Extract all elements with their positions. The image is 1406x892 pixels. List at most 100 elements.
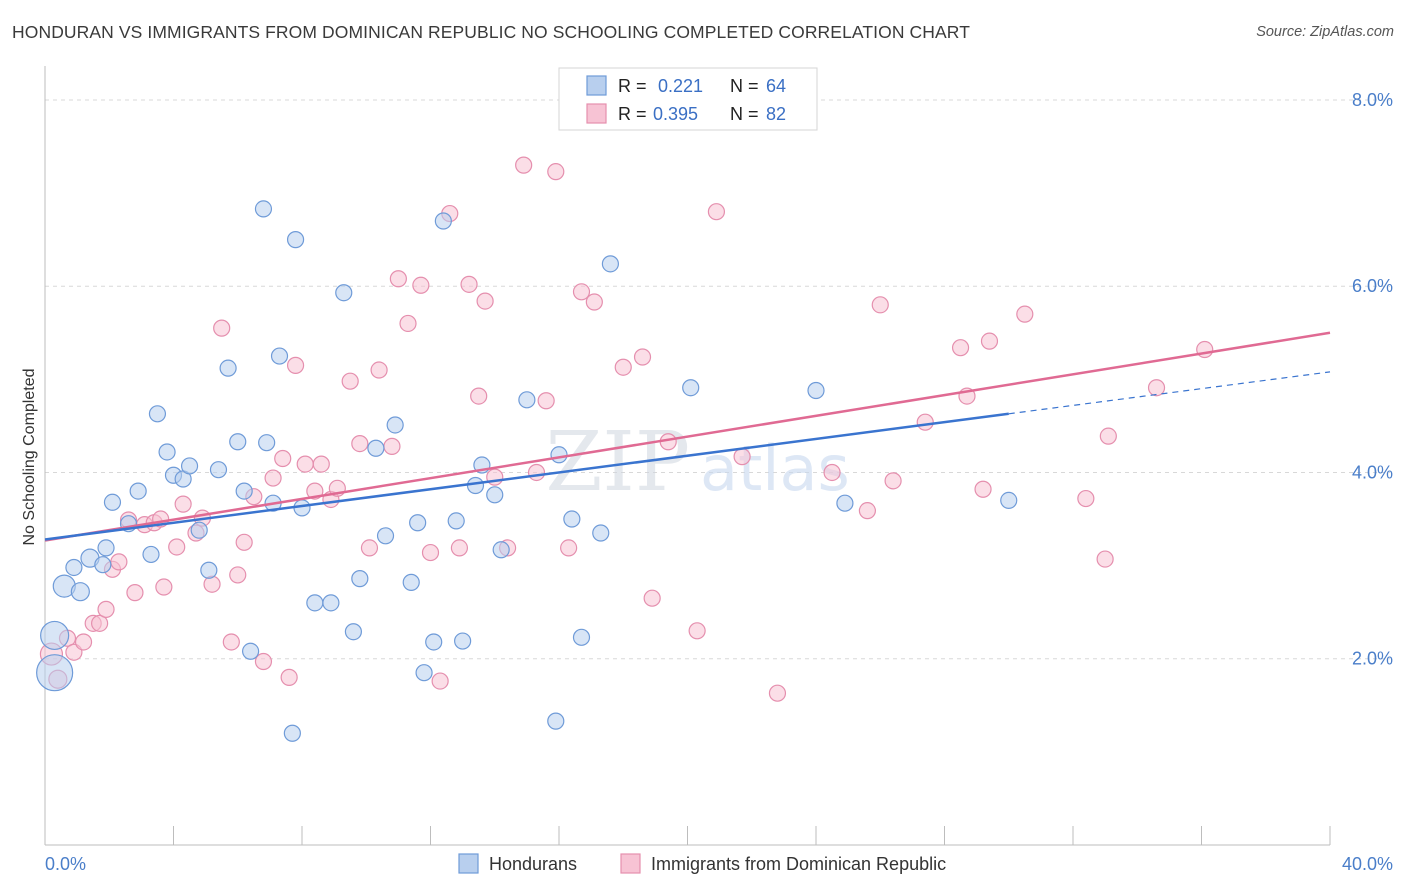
honduran-point-12: [148, 405, 167, 423]
honduran-point-22: [235, 482, 253, 500]
legend-n-value-2: 82: [766, 104, 786, 124]
honduran-point-49: [492, 541, 510, 559]
honduran-point-42: [425, 633, 443, 651]
dominican-point-11: [126, 584, 144, 602]
legend-r-label-1: R =: [618, 76, 647, 96]
honduran-point-34: [344, 623, 362, 641]
honduran-point-51: [547, 712, 565, 730]
honduran-point-35: [351, 570, 369, 588]
honduran-trend-line: [44, 412, 1009, 541]
honduran-point-46: [466, 476, 485, 495]
honduran-point-27: [270, 347, 289, 365]
series-hondurans-points: [36, 91, 1018, 742]
legend-n-value-1: 64: [766, 76, 786, 96]
y-axis-title: No Schooling Completed: [21, 369, 38, 546]
honduran-point-21: [229, 433, 247, 451]
dominican-point-79: [1096, 550, 1114, 568]
y-tick-label-2: 6.0%: [1352, 276, 1393, 296]
honduran-point-1: [36, 654, 74, 692]
honduran-point-36: [367, 439, 385, 457]
dominican-point-71: [884, 472, 902, 490]
honduran-point-37: [376, 527, 395, 545]
honduran-point-41: [415, 664, 433, 682]
honduran-point-43: [434, 212, 452, 230]
dominican-point-48: [460, 275, 478, 293]
legend-r-value-2: 0.395: [653, 104, 698, 124]
dominican-point-62: [643, 589, 661, 607]
honduran-point-7: [97, 539, 115, 557]
legend-swatch-hondurans: [586, 75, 607, 96]
dominican-point-55: [537, 392, 555, 410]
honduran-point-6: [94, 556, 112, 574]
x-tick-label-1: 40.0%: [1342, 854, 1393, 874]
dominican-point-78: [1077, 489, 1095, 508]
dominican-point-67: [768, 684, 787, 702]
dominican-point-7: [97, 600, 115, 618]
honduran-point-29: [286, 231, 305, 249]
honduran-point-3: [65, 558, 83, 577]
honduran-point-19: [209, 461, 228, 479]
watermark: ZIP atlas: [545, 415, 849, 510]
dominican-point-68: [823, 463, 841, 482]
honduran-point-25: [258, 434, 276, 452]
honduran-point-54: [572, 628, 591, 646]
bottom-legend-label-dominican: Immigrants from Dominican Republic: [651, 854, 946, 874]
dominican-point-64: [688, 622, 706, 640]
legend-n-label-1: N =: [730, 76, 759, 96]
svg-text:ZIP: ZIP: [545, 415, 690, 510]
dominican-point-81: [1147, 379, 1166, 397]
dominican-point-58: [572, 283, 591, 301]
honduran-point-52: [550, 446, 568, 464]
dominican-point-54: [527, 463, 546, 482]
bottom-legend-label-hondurans: Hondurans: [489, 854, 577, 874]
dominican-point-30: [286, 356, 305, 374]
dominican-point-15: [155, 578, 173, 596]
dominican-point-33: [312, 455, 330, 473]
x-tick-labels: 0.0% 40.0%: [45, 854, 1393, 874]
legend-r-label-2: R =: [618, 104, 647, 124]
honduran-point-11: [142, 545, 160, 564]
honduran-point-45: [454, 632, 472, 650]
dominican-point-22: [222, 633, 240, 651]
dominican-point-42: [399, 314, 417, 333]
dominican-point-36: [341, 372, 359, 390]
honduran-point-33: [335, 284, 353, 302]
dominican-point-66: [733, 448, 751, 466]
dominican-point-76: [980, 332, 999, 350]
honduran-point-60: [836, 494, 854, 512]
chart-title: HONDURAN VS IMMIGRANTS FROM DOMINICAN RE…: [12, 22, 970, 42]
honduran-point-53: [563, 510, 581, 528]
honduran-point-13: [158, 443, 176, 461]
dominican-trend-line: [44, 331, 1331, 542]
honduran-point-0: [40, 620, 70, 651]
honduran-point-16: [180, 457, 199, 475]
dominican-point-37: [351, 434, 369, 453]
honduran-trend-extension: [1008, 371, 1331, 415]
dominican-point-47: [450, 539, 469, 557]
dominican-point-43: [412, 276, 430, 294]
dominican-point-4: [74, 633, 93, 651]
honduran-point-59: [807, 381, 825, 400]
dominican-point-39: [370, 361, 388, 379]
honduran-point-50: [518, 391, 536, 409]
dominican-point-59: [585, 293, 603, 311]
honduran-point-18: [200, 561, 218, 579]
honduran-point-39: [402, 573, 420, 591]
honduran-point-24: [254, 200, 273, 218]
dominican-point-23: [229, 566, 247, 584]
y-tick-label-0: 2.0%: [1352, 649, 1393, 669]
honduran-point-8: [103, 493, 122, 511]
honduran-point-10: [129, 482, 147, 500]
dominican-point-9: [110, 553, 128, 571]
legend-n-label-2: N =: [730, 104, 759, 124]
honduran-point-28: [283, 724, 301, 742]
honduran-point-58: [682, 379, 700, 397]
honduran-point-17: [190, 521, 208, 539]
honduran-point-40: [409, 514, 427, 532]
honduran-point-55: [592, 524, 610, 542]
dominican-point-65: [707, 203, 726, 221]
honduran-point-38: [386, 416, 404, 434]
dominican-point-57: [560, 539, 578, 557]
dominican-point-60: [614, 358, 632, 376]
